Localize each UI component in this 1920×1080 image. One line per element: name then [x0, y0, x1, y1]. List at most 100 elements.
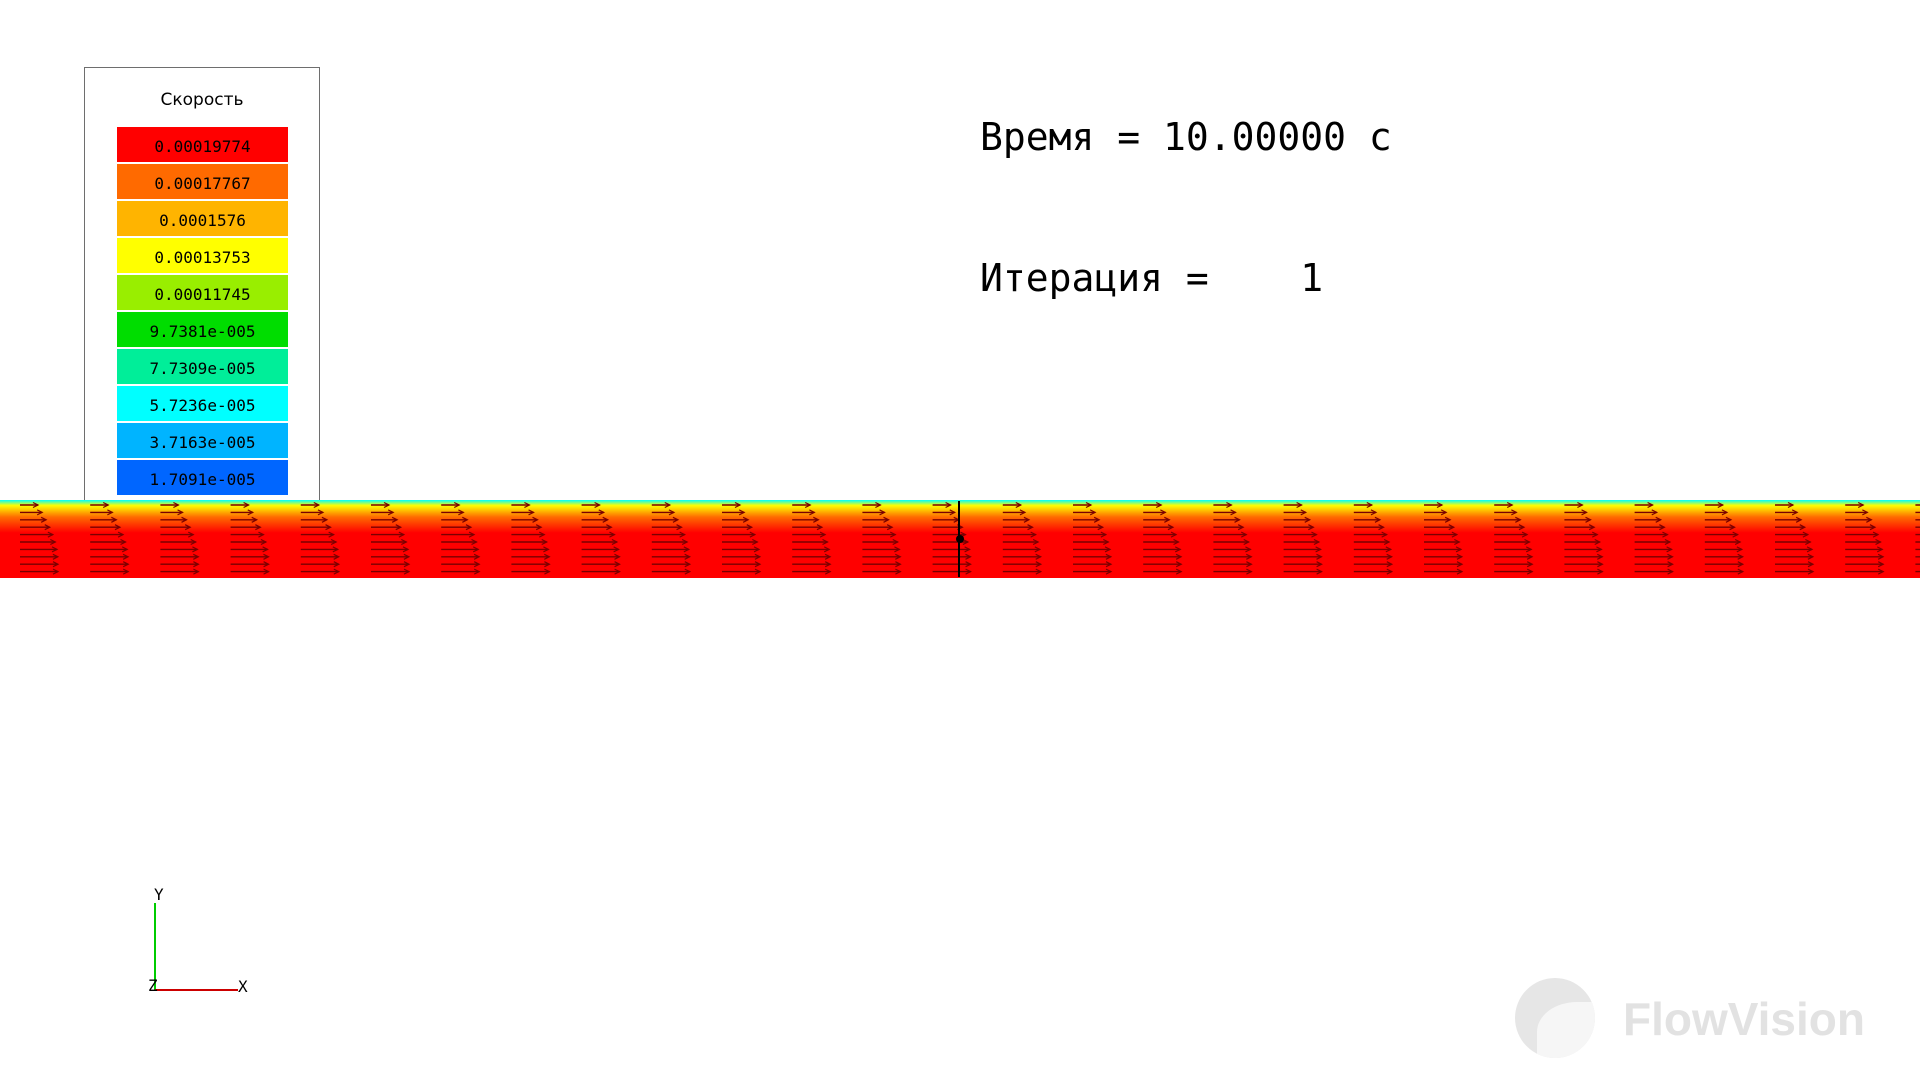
- arrow-head: [742, 516, 750, 523]
- legend-entry: 1.7091e-005: [117, 460, 288, 495]
- arrow-head: [1100, 531, 1108, 538]
- arrow-head: [260, 538, 268, 546]
- z-axis-label: Z: [148, 976, 158, 995]
- arrow-head: [824, 553, 832, 560]
- arrow-head: [1378, 524, 1385, 531]
- arrow-head: [1448, 524, 1456, 531]
- arrow-head: [609, 531, 616, 538]
- arrow-head: [1655, 516, 1663, 523]
- arrow-head: [47, 531, 55, 538]
- arrow-head: [1440, 509, 1448, 516]
- arrow-head: [1791, 509, 1799, 516]
- arrow-head: [173, 501, 180, 509]
- arrow-head: [1717, 501, 1725, 509]
- arrow-head: [1315, 546, 1322, 553]
- arrow-head: [1594, 538, 1602, 546]
- arrow-head: [664, 501, 672, 509]
- arrow-head: [684, 561, 692, 568]
- arrow-head: [40, 516, 48, 523]
- arrow-head: [676, 524, 683, 531]
- arrow-head: [1093, 516, 1101, 523]
- arrow-head: [383, 501, 391, 509]
- arrow-head: [1386, 568, 1394, 575]
- arrow-head: [1456, 561, 1464, 568]
- arrow-head: [1806, 546, 1814, 553]
- arrow-head: [594, 501, 601, 509]
- arrow-head: [401, 538, 408, 546]
- arrow-head: [611, 538, 619, 546]
- arrow-head: [1035, 553, 1043, 560]
- arrow-head: [1226, 501, 1233, 509]
- arrow-head: [614, 553, 621, 560]
- velocity-field: [0, 500, 1920, 578]
- arrow-head: [1374, 516, 1382, 523]
- arrow-head: [1386, 553, 1394, 560]
- arrow-head: [32, 501, 40, 509]
- time-readout: Время = 10.00000 с: [980, 115, 1392, 159]
- arrow-head: [1877, 568, 1885, 575]
- arrow-head: [1521, 531, 1529, 538]
- arrow-head: [1667, 553, 1674, 560]
- velocity-arrows: [20, 501, 1920, 575]
- arrow-head: [1729, 524, 1736, 531]
- arrow-head: [1581, 509, 1588, 516]
- brand-text: FlowVision: [1623, 993, 1865, 1045]
- arrow-head: [403, 568, 411, 575]
- arrow-head: [824, 568, 832, 575]
- arrow-head: [1456, 553, 1464, 560]
- arrow-head: [1787, 501, 1795, 509]
- arrow-head: [1857, 501, 1865, 509]
- arrow-head: [1597, 568, 1604, 575]
- arrow-head: [754, 568, 762, 575]
- arrow-head: [965, 553, 972, 560]
- arrow-head: [535, 524, 543, 531]
- arrow-head: [402, 546, 410, 553]
- arrow-head: [684, 568, 692, 575]
- arrow-head: [754, 553, 762, 560]
- arrow-head: [462, 516, 469, 523]
- arrow-head: [387, 509, 395, 516]
- probe-line: [956, 501, 964, 577]
- arrow-head: [52, 568, 60, 575]
- arrow-head: [1524, 538, 1531, 546]
- arrow-head: [614, 561, 621, 568]
- arrow-head: [1103, 538, 1110, 546]
- arrow-head: [1506, 501, 1514, 509]
- arrow-head: [1230, 509, 1237, 516]
- arrow-head: [964, 546, 971, 553]
- arrow-head: [1736, 546, 1744, 553]
- arrow-head: [1451, 531, 1459, 538]
- arrow-head: [1659, 524, 1666, 531]
- arrow-head: [1105, 553, 1113, 560]
- arrow-head: [1174, 546, 1182, 553]
- legend-title: Скорость: [160, 90, 244, 110]
- arrow-head: [606, 524, 613, 531]
- arrow-head: [809, 509, 816, 516]
- arrow-head: [473, 568, 481, 575]
- arrow-head: [1518, 524, 1526, 531]
- arrow-head: [1035, 568, 1043, 575]
- arrow-head: [1526, 553, 1534, 560]
- arrow-head: [1591, 531, 1599, 538]
- arrow-head: [1246, 561, 1253, 568]
- arrow-head: [122, 553, 130, 560]
- arrow-head: [544, 568, 551, 575]
- arrow-head: [1173, 538, 1180, 546]
- arrow-head: [1799, 524, 1807, 531]
- arrow-head: [824, 561, 832, 568]
- arrow-head: [52, 553, 60, 560]
- axis-triad: Y Z X: [140, 885, 260, 1000]
- arrow-head: [1105, 568, 1113, 575]
- arrow-head: [754, 561, 762, 568]
- arrow-head: [1245, 546, 1252, 553]
- y-axis-label: Y: [154, 885, 164, 904]
- arrow-head: [1877, 561, 1885, 568]
- arrow-head: [1802, 531, 1810, 538]
- arrow-head: [1795, 516, 1803, 523]
- arrow-head: [1311, 531, 1318, 538]
- arrow-head: [1240, 531, 1248, 538]
- arrow-head: [1085, 501, 1093, 509]
- arrow-head: [1027, 524, 1034, 531]
- arrow-head: [1737, 568, 1745, 575]
